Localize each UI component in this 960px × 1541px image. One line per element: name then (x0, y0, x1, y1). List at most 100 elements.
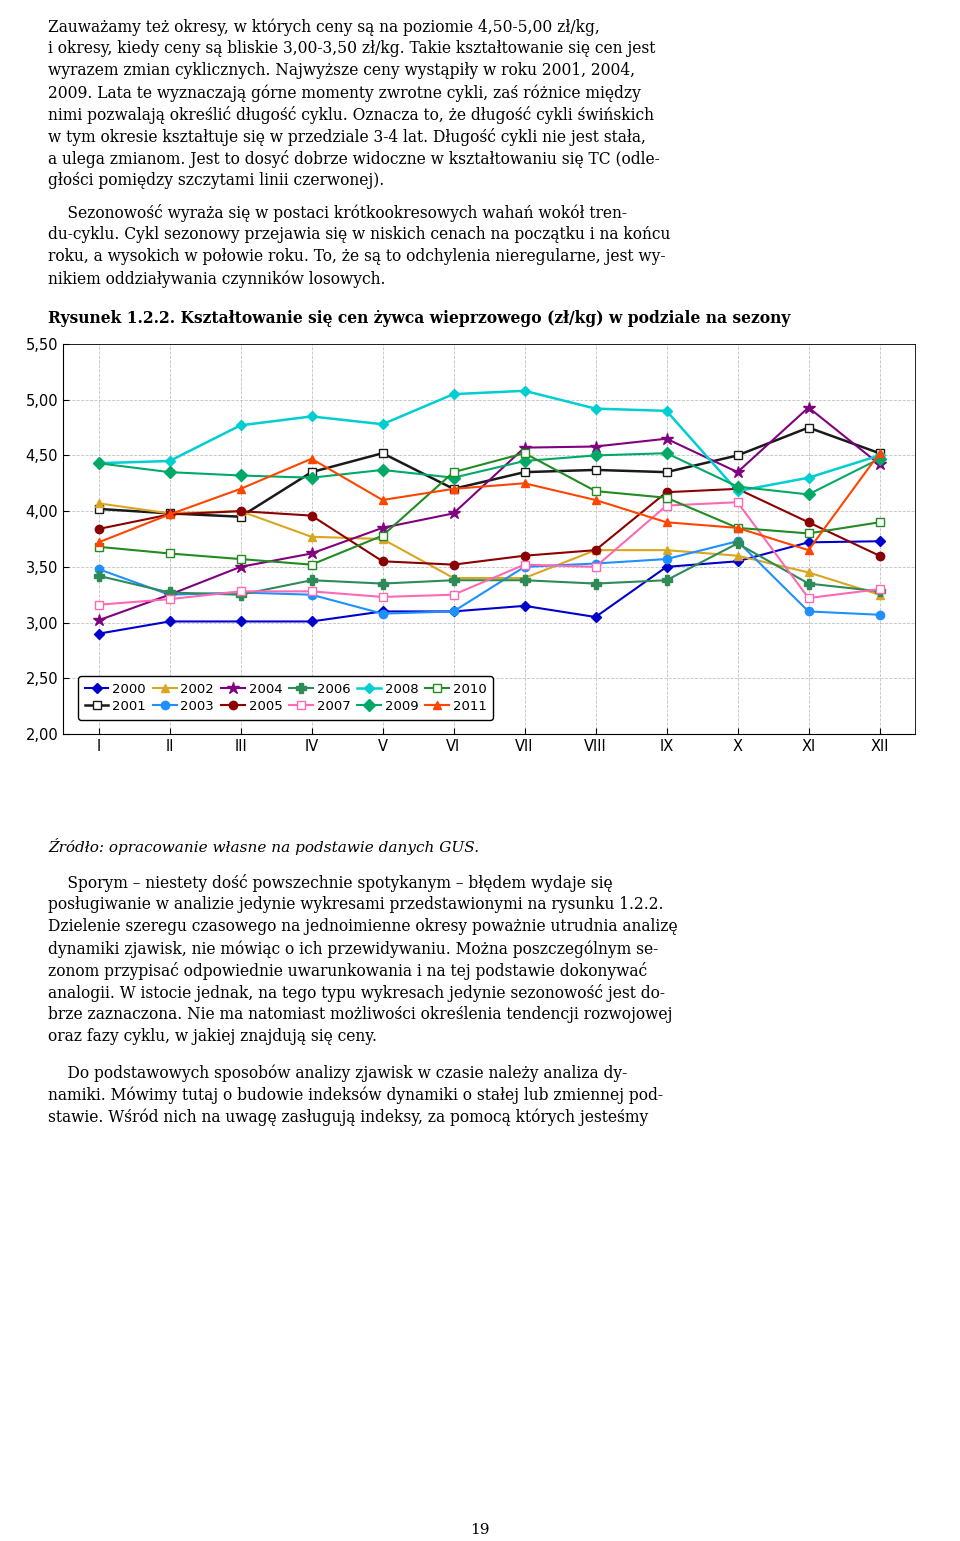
Line: 2000: 2000 (95, 538, 883, 636)
2011 (235, 479, 247, 498)
Line: 2005: 2005 (94, 485, 883, 569)
2011 (305, 450, 317, 468)
2001 (803, 418, 814, 436)
2002 (447, 569, 459, 587)
2002 (803, 562, 814, 581)
2006 (447, 572, 459, 590)
2004 (164, 586, 176, 604)
2000 (164, 612, 176, 630)
2010 (803, 524, 814, 542)
Text: Sporym – niestety dość powszechnie spotykanym – błędem wydaje się: Sporym – niestety dość powszechnie spoty… (48, 874, 612, 892)
Text: dynamiki zjawisk, nie mówiąc o ich przewidywaniu. Można poszczególnym se-: dynamiki zjawisk, nie mówiąc o ich przew… (48, 940, 659, 957)
2010 (660, 488, 672, 507)
2007 (235, 582, 247, 601)
2002 (732, 547, 743, 566)
2007 (660, 496, 672, 515)
Text: 2009. Lata te wyznaczają górne momenty zwrotne cykli, zaś różnice między: 2009. Lata te wyznaczają górne momenty z… (48, 85, 641, 102)
2009 (164, 462, 176, 481)
Text: zonom przypisać odpowiednie uwarunkowania i na tej podstawie dokonywać: zonom przypisać odpowiednie uwarunkowani… (48, 962, 647, 980)
2004 (732, 462, 743, 481)
Text: wyrazem zmian cyklicznych. Najwyższe ceny wystąpiły w roku 2001, 2004,: wyrazem zmian cyklicznych. Najwyższe cen… (48, 62, 635, 79)
2001 (874, 444, 885, 462)
2008 (235, 416, 247, 435)
2006 (803, 575, 814, 593)
2004 (93, 612, 105, 630)
2003 (305, 586, 317, 604)
2011 (589, 490, 601, 509)
Text: Zauważamy też okresy, w których ceny są na poziomie 4,50-5,00 zł/kg,: Zauważamy też okresy, w których ceny są … (48, 18, 600, 35)
2007 (874, 579, 885, 598)
2009 (660, 444, 672, 462)
2005 (660, 482, 672, 501)
2002 (376, 530, 388, 549)
2010 (447, 462, 459, 481)
2003 (874, 606, 885, 624)
2006 (93, 567, 105, 586)
Line: 2008: 2008 (95, 387, 883, 495)
Line: 2003: 2003 (94, 538, 883, 619)
2008 (589, 399, 601, 418)
2002 (93, 495, 105, 513)
2002 (874, 586, 885, 604)
2002 (518, 569, 530, 587)
2009 (803, 485, 814, 504)
2003 (518, 558, 530, 576)
Line: 2007: 2007 (94, 498, 883, 609)
2005 (732, 479, 743, 498)
2007 (589, 558, 601, 576)
2007 (732, 493, 743, 512)
2009 (589, 447, 601, 465)
2010 (305, 555, 317, 573)
Text: 19: 19 (470, 1523, 490, 1536)
2011 (660, 513, 672, 532)
Text: a ulega zmianom. Jest to dosyć dobrze widoczne w kształtowaniu się TC (odle-: a ulega zmianom. Jest to dosyć dobrze wi… (48, 149, 660, 168)
2004 (447, 504, 459, 522)
2006 (660, 572, 672, 590)
2002 (589, 541, 601, 559)
Text: Sezonowość wyraża się w postaci krótkookresowych wahań wokół tren-: Sezonowość wyraża się w postaci krótkook… (48, 203, 627, 222)
2006 (518, 572, 530, 590)
2010 (235, 550, 247, 569)
2004 (518, 438, 530, 456)
2001 (235, 507, 247, 525)
Line: 2010: 2010 (94, 448, 883, 569)
Line: 2004: 2004 (92, 401, 886, 627)
2003 (732, 532, 743, 550)
2000 (305, 612, 317, 630)
2001 (447, 479, 459, 498)
2009 (518, 452, 530, 470)
2006 (874, 582, 885, 601)
2010 (376, 527, 388, 546)
2008 (518, 382, 530, 401)
2011 (803, 541, 814, 559)
Text: Źródło: opracowanie własne na podstawie danych GUS.: Źródło: opracowanie własne na podstawie … (48, 838, 479, 855)
2006 (164, 582, 176, 601)
Text: stawie. Wśród nich na uwagę zasługują indeksy, za pomocą których jesteśmy: stawie. Wśród nich na uwagę zasługują in… (48, 1108, 648, 1125)
2002 (235, 502, 247, 521)
2001 (660, 462, 672, 481)
2005 (93, 519, 105, 538)
Text: i okresy, kiedy ceny są bliskie 3,00-3,50 zł/kg. Takie kształtowanie się cen jes: i okresy, kiedy ceny są bliskie 3,00-3,5… (48, 40, 656, 57)
2003 (164, 586, 176, 604)
Text: brze zaznaczona. Nie ma natomiast możliwości określenia tendencji rozwojowej: brze zaznaczona. Nie ma natomiast możliw… (48, 1006, 672, 1023)
Text: Rysunek 1.2.2. Kształtowanie się cen żywca wieprzowego (zł/kg) w podziale na sez: Rysunek 1.2.2. Kształtowanie się cen żyw… (48, 310, 790, 327)
2004 (376, 519, 388, 538)
2001 (376, 444, 388, 462)
Text: namiki. Mówimy tutaj o budowie indeksów dynamiki o stałej lub zmiennej pod-: namiki. Mówimy tutaj o budowie indeksów … (48, 1086, 663, 1103)
Text: analogii. W istocie jednak, na tego typu wykresach jedynie sezonowość jest do-: analogii. W istocie jednak, na tego typu… (48, 985, 665, 1002)
2000 (518, 596, 530, 615)
2001 (93, 499, 105, 518)
2005 (518, 547, 530, 566)
2006 (235, 586, 247, 604)
2004 (589, 438, 601, 456)
Line: 2002: 2002 (94, 499, 883, 599)
2003 (376, 604, 388, 623)
2006 (732, 535, 743, 553)
2000 (376, 603, 388, 621)
2005 (376, 552, 388, 570)
2000 (447, 603, 459, 621)
Line: 2011: 2011 (94, 448, 883, 555)
Text: głości pomiędzy szczytami linii czerwonej).: głości pomiędzy szczytami linii czerwone… (48, 173, 384, 190)
2009 (235, 467, 247, 485)
2010 (164, 544, 176, 562)
